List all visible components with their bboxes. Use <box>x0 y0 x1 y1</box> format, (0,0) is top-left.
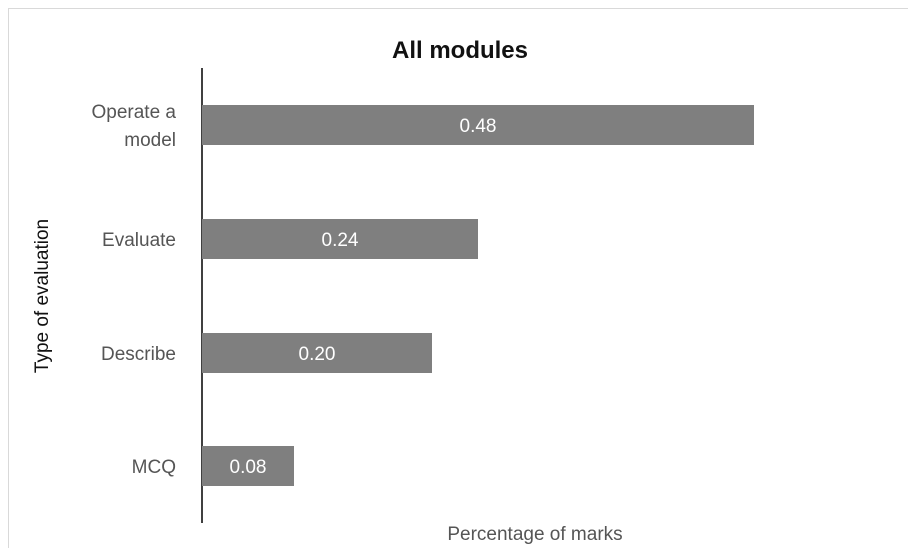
chart-frame <box>8 8 908 548</box>
bars-group <box>202 105 754 486</box>
bar-1 <box>202 219 478 259</box>
y-axis-title: Type of evaluation <box>32 219 53 373</box>
value-label-3: 0.08 <box>230 457 267 478</box>
category-label-1: Evaluate <box>102 230 176 251</box>
value-label-0: 0.48 <box>460 116 497 137</box>
category-label-2: Describe <box>101 344 176 365</box>
value-labels: 0.48 0.24 0.20 0.08 <box>230 116 497 478</box>
category-label-0: Operate a model <box>92 102 177 151</box>
chart-title: All modules <box>392 37 528 64</box>
bar-0 <box>202 105 754 145</box>
value-label-2: 0.20 <box>299 344 336 365</box>
category-labels: Operate a model Evaluate Describe MCQ <box>92 102 177 478</box>
bar-3 <box>202 446 294 486</box>
bar-2 <box>202 333 432 373</box>
x-axis-title: Percentage of marks <box>447 524 622 545</box>
category-label-3: MCQ <box>132 457 176 478</box>
value-label-1: 0.24 <box>322 230 359 251</box>
